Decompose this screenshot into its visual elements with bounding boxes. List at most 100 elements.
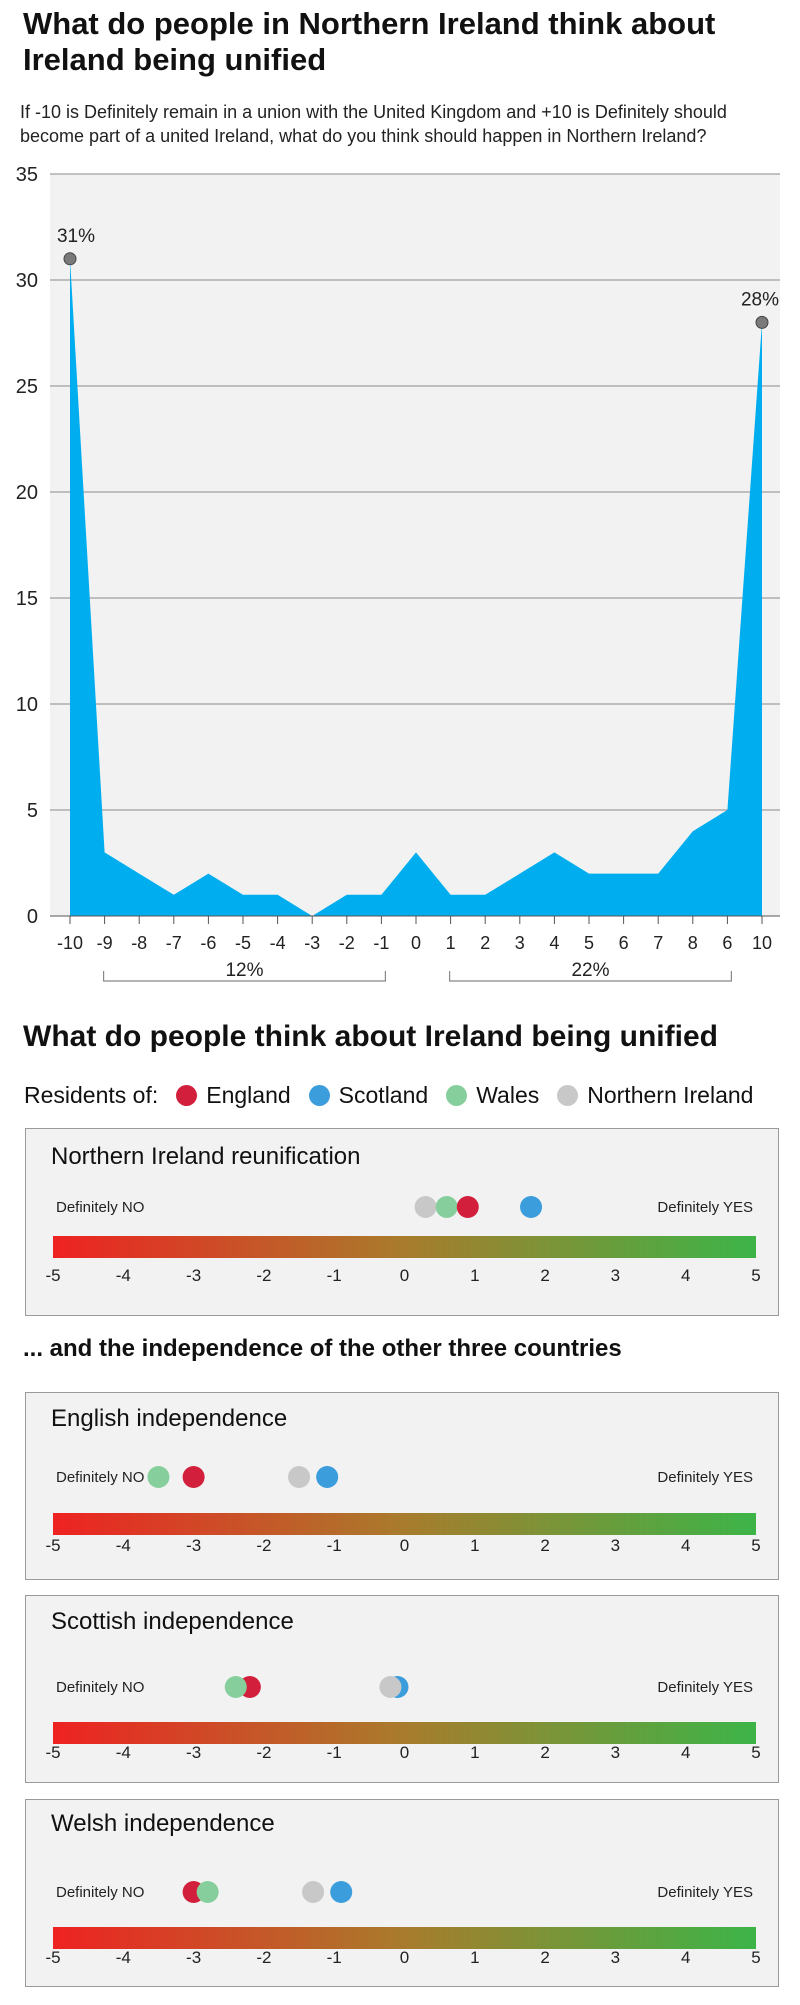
second-section-title: What do people think about Ireland being…: [23, 1020, 718, 1053]
definitely-yes-label: Definitely YES: [657, 1199, 753, 1216]
scale-tick-label: -3: [186, 1266, 201, 1285]
panel-title: Welsh independence: [51, 1810, 275, 1837]
scale-tick-label: 3: [611, 1948, 620, 1967]
definitely-no-label: Definitely NO: [56, 1884, 144, 1901]
scale-tick-label: 1: [470, 1948, 479, 1967]
scale-tick-label: 5: [751, 1536, 760, 1555]
scale-tick-label: 2: [540, 1266, 549, 1285]
point-northern-ireland: [379, 1676, 402, 1698]
range-bracket-label: 22%: [571, 960, 609, 981]
independence-section-title: ... and the independence of the other th…: [23, 1335, 622, 1362]
point-wales: [196, 1881, 219, 1903]
welsh-scale-chart: Definitely NO Definitely YES -5 -4 -3 -2 -1 0 1 2…: [45, 1881, 761, 1967]
scottish-scale-chart: Definitely NO Definitely YES -5 -4 -3 -2 -1 0 1 2…: [45, 1676, 761, 1762]
scale-tick-label: 2: [540, 1948, 549, 1967]
range-bracket: [103, 971, 386, 982]
scale-tick-label: -1: [327, 1743, 342, 1762]
england-dot-icon: [176, 1085, 198, 1106]
legend-text-wales: Wales: [476, 1082, 540, 1108]
panel-scottish-independence: Scottish independence Definitely NO Defin…: [25, 1595, 779, 1783]
peak-label: 31%: [57, 226, 95, 247]
point-wales: [224, 1676, 247, 1698]
x-tick-label: 1: [446, 933, 456, 953]
plot-background: [50, 174, 780, 916]
legend-text-northern-ireland: Northern Ireland: [587, 1082, 754, 1108]
scale-tick-label: 2: [540, 1743, 549, 1762]
definitely-yes-label: Definitely YES: [657, 1469, 753, 1486]
scale-tick-label: 3: [611, 1536, 620, 1555]
scale-tick-label: -5: [45, 1743, 60, 1762]
legend: Residents of: England Scotland Wales Nor…: [24, 1082, 753, 1109]
x-tick-label: 0: [411, 933, 421, 953]
scale-tick-label: -1: [327, 1536, 342, 1555]
scale-tick-label: 5: [751, 1266, 760, 1285]
scale-tick-label: -2: [256, 1743, 271, 1762]
scale-tick-label: 2: [540, 1536, 549, 1555]
definitely-yes-label: Definitely YES: [657, 1679, 753, 1696]
scale-tick-label: -4: [116, 1948, 131, 1967]
area-series: [70, 258, 762, 916]
scale-tick-label: -1: [327, 1948, 342, 1967]
x-tick-label: 6: [619, 933, 629, 953]
x-tick-label: -5: [235, 933, 251, 953]
scale-tick-label: -2: [256, 1536, 271, 1555]
scale-tick-label: -5: [45, 1536, 60, 1555]
x-tick-label: -4: [270, 933, 286, 953]
legend-text-scotland: Scotland: [338, 1082, 429, 1108]
y-tick-label: 30: [16, 270, 38, 292]
point-wales: [435, 1196, 458, 1218]
scale-tick-label: -3: [186, 1948, 201, 1967]
x-tick-label: 6: [722, 933, 732, 953]
peak-marker: [755, 315, 769, 329]
x-tick-label: -6: [200, 933, 216, 953]
point-northern-ireland: [414, 1196, 437, 1218]
x-tick-label: 8: [688, 933, 698, 953]
x-tick-label: -8: [131, 933, 147, 953]
scale-tick-label: -4: [116, 1743, 131, 1762]
point-wales: [147, 1466, 170, 1488]
legend-item-northern-ireland: Northern Ireland: [557, 1082, 753, 1109]
peak-marker: [63, 252, 77, 266]
legend-label: Residents of:: [24, 1082, 159, 1108]
scale-tick-label: -4: [116, 1266, 131, 1285]
scale-tick-label: 1: [470, 1743, 479, 1762]
scale-tick-label: 0: [400, 1266, 409, 1285]
panel-title: Scottish independence: [51, 1608, 294, 1635]
x-tick-label: -10: [57, 933, 83, 953]
scale-tick-label: -3: [186, 1536, 201, 1555]
point-scotland: [330, 1881, 353, 1903]
range-bracket: [449, 971, 732, 982]
scale-tick-label: 0: [400, 1743, 409, 1762]
panel-title: Northern Ireland reunification: [51, 1143, 361, 1170]
panel-english-independence: English independence Definitely NO Defini…: [25, 1392, 779, 1580]
scale-tick-label: -2: [256, 1948, 271, 1967]
scale-tick-label: 4: [681, 1948, 690, 1967]
peak-label: 28%: [741, 289, 779, 310]
x-tick-label: -9: [97, 933, 113, 953]
x-tick-label: 5: [584, 933, 594, 953]
scale-tick-label: 1: [470, 1266, 479, 1285]
scale-tick-label: 1: [470, 1536, 479, 1555]
y-tick-label: 0: [27, 906, 38, 928]
scale-tick-label: -5: [45, 1266, 60, 1285]
x-tick-label: -2: [339, 933, 355, 953]
scale-tick-label: 0: [400, 1536, 409, 1555]
gradient-bar: [53, 1513, 756, 1535]
gradient-bar: [53, 1722, 756, 1744]
definitely-yes-label: Definitely YES: [657, 1884, 753, 1901]
legend-item-england: England: [176, 1082, 291, 1109]
scale-tick-label: -4: [116, 1536, 131, 1555]
y-tick-label: 10: [16, 694, 38, 716]
scale-tick-label: 0: [400, 1948, 409, 1967]
x-tick-label: 10: [752, 933, 772, 953]
point-scotland: [316, 1466, 339, 1488]
y-tick-label: 35: [16, 164, 38, 186]
wales-dot-icon: [446, 1085, 468, 1106]
point-northern-ireland: [288, 1466, 311, 1488]
point-england: [456, 1196, 479, 1218]
y-tick-label: 25: [16, 376, 38, 398]
scale-tick-label: 4: [681, 1743, 690, 1762]
scale-tick-label: -1: [327, 1266, 342, 1285]
y-tick-label: 15: [16, 588, 38, 610]
gradient-bar: [53, 1927, 756, 1949]
